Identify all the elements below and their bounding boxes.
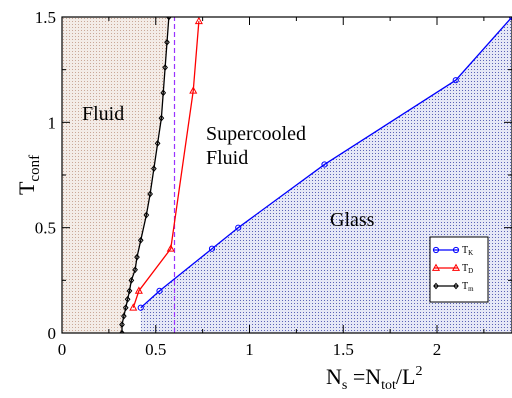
data-point-t-k (156, 287, 163, 294)
x-tick-label: 0.5 (145, 340, 166, 359)
data-point-t-d (189, 86, 198, 94)
y-tick-label: 0 (48, 324, 57, 343)
data-point-t-k (321, 161, 328, 168)
legend-entry-t-k: TK (432, 245, 473, 257)
data-point-t-m (126, 287, 133, 295)
data-point-t-d (129, 303, 138, 311)
x-axis-title-rest: /L (396, 364, 416, 389)
legend-entry-t-d: TD (431, 263, 473, 275)
data-point-t-k (137, 304, 144, 311)
y-axis-title: Tconf (14, 155, 43, 195)
legend-marker-t-m (453, 282, 459, 290)
legend-marker-t-d (431, 263, 441, 271)
data-point-t-m (119, 329, 125, 333)
data-point-t-m (119, 321, 125, 328)
y-tick-label: 1.5 (35, 8, 56, 27)
data-point-t-m (143, 211, 150, 219)
data-point-t-m (128, 276, 135, 284)
legend-label-sub: D (468, 267, 473, 275)
region-label-supercooled-line2: Fluid (206, 147, 248, 169)
legend-marker-t-m (433, 282, 439, 290)
legend-label-sub: m (468, 285, 474, 293)
data-point-t-d (134, 286, 143, 294)
data-point-t-m (137, 236, 144, 244)
data-point-t-m (124, 295, 131, 303)
series-line-t-k (140, 17, 512, 309)
legend-label-main: T (462, 263, 468, 274)
data-point-t-m (162, 64, 168, 71)
data-point-t-k (452, 77, 459, 84)
axis-ticks: 0 0.5 1 1.5 2 0 0.5 1 1.5 (35, 8, 512, 359)
x-axis-title-sup: 2 (415, 364, 422, 379)
y-axis-title-main: T (14, 181, 39, 195)
data-point-t-m (154, 140, 161, 147)
x-tick-label: 1 (245, 340, 254, 359)
legend-label-main: T (462, 281, 468, 292)
data-point-t-k (208, 245, 216, 252)
data-point-t-m (121, 312, 127, 320)
data-point-t-m (158, 114, 165, 122)
region-label-glass: Glass (330, 209, 375, 231)
data-point-t-m (147, 190, 153, 198)
legend-label-t-m: Tm (462, 281, 474, 293)
x-axis-title-n-sub: s (342, 378, 347, 393)
legend-label-sub: K (468, 249, 473, 257)
x-axis-title-tot-sub: tot (381, 378, 396, 393)
data-point-t-k (235, 224, 242, 231)
data-point-t-m (132, 266, 138, 274)
y-tick-label: 0.5 (35, 219, 56, 238)
legend-label-main: T (462, 245, 468, 256)
region-fluid (62, 17, 169, 333)
legend-marker-t-k (432, 246, 440, 254)
series-t-m (119, 17, 172, 333)
x-tick-label: 0 (58, 340, 67, 359)
x-tick-label: 2 (433, 340, 442, 359)
region-glass (140, 17, 512, 333)
legend-label-t-d: TD (462, 263, 473, 275)
y-tick-label: 1 (48, 113, 57, 132)
data-point-t-m (134, 253, 140, 261)
phase-regions (62, 17, 512, 333)
data-point-t-m (166, 17, 172, 21)
x-axis-title-eq: =N (347, 364, 381, 389)
data-point-t-m (160, 89, 167, 97)
series-t-k (137, 17, 512, 311)
x-axis-title-n: N (326, 364, 342, 389)
series-line-t-d (132, 21, 200, 308)
legend-label-t-k: TK (462, 245, 473, 257)
region-label-fluid: Fluid (82, 103, 124, 125)
legend-marker-t-d (451, 263, 461, 271)
series-layer (119, 17, 512, 333)
data-point-t-d (194, 17, 203, 25)
x-tick-label: 1.5 (333, 340, 354, 359)
legend-marker-t-k (452, 246, 460, 254)
y-axis-title-sub: conf (27, 155, 43, 182)
data-point-t-m (151, 165, 157, 173)
data-point-t-m (164, 38, 170, 46)
data-point-t-m (122, 304, 129, 312)
x-axis-title: Ns =Ntot/L2 (326, 364, 422, 393)
region-label-supercooled-line1: Supercooled (206, 123, 306, 145)
svg-text:Tconf: Tconf (14, 155, 43, 195)
series-line-t-m (121, 17, 170, 333)
legend-entry-t-m: Tm (433, 281, 474, 293)
data-point-t-d (166, 244, 175, 252)
series-t-d (129, 17, 203, 311)
